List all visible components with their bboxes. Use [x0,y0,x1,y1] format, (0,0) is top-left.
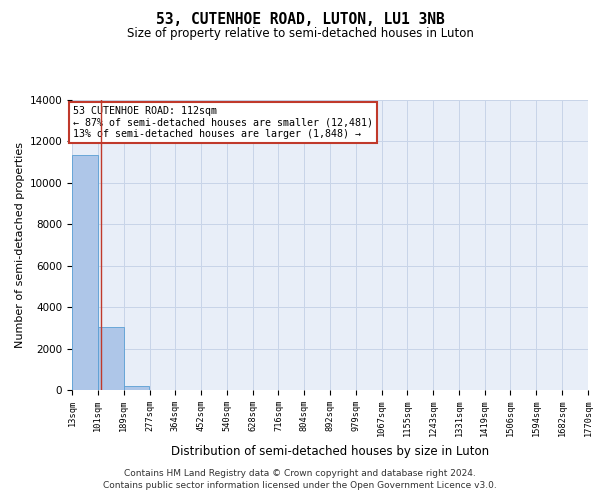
Y-axis label: Number of semi-detached properties: Number of semi-detached properties [16,142,25,348]
Bar [124,386,149,390]
Bar [72,155,98,390]
Text: Contains HM Land Registry data © Crown copyright and database right 2024.: Contains HM Land Registry data © Crown c… [124,468,476,477]
Text: Contains public sector information licensed under the Open Government Licence v3: Contains public sector information licen… [103,481,497,490]
Text: 53, CUTENHOE ROAD, LUTON, LU1 3NB: 53, CUTENHOE ROAD, LUTON, LU1 3NB [155,12,445,28]
Text: 53 CUTENHOE ROAD: 112sqm
← 87% of semi-detached houses are smaller (12,481)
13% : 53 CUTENHOE ROAD: 112sqm ← 87% of semi-d… [73,106,373,140]
Bar [98,328,124,390]
Text: Size of property relative to semi-detached houses in Luton: Size of property relative to semi-detach… [127,28,473,40]
X-axis label: Distribution of semi-detached houses by size in Luton: Distribution of semi-detached houses by … [171,445,489,458]
